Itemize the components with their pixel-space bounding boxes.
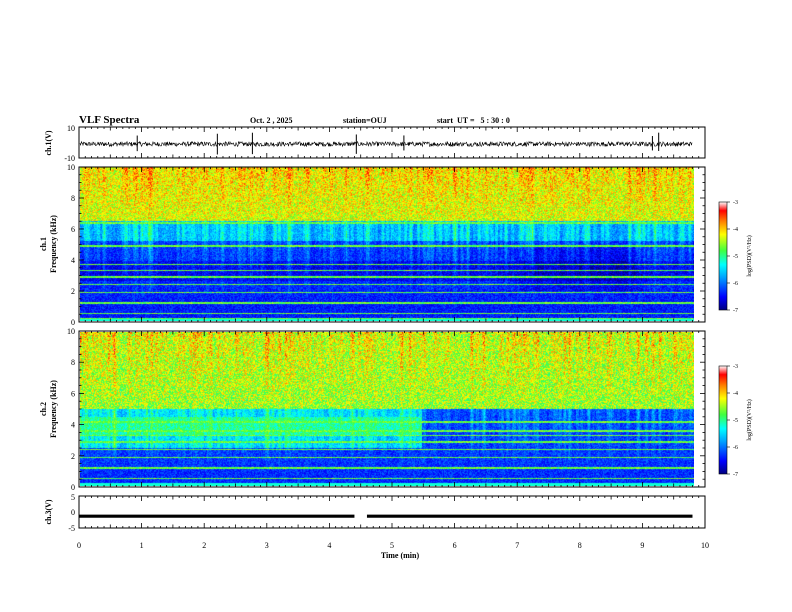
y-tick-label: 8 bbox=[71, 358, 75, 367]
ch1-spec-ylabel-ch: ch.1 bbox=[39, 237, 48, 251]
y-tick-label: 2 bbox=[71, 452, 75, 461]
y-tick-label: 4 bbox=[71, 421, 75, 430]
y-tick-label: 6 bbox=[71, 225, 75, 234]
colorbar-tick-label: -7 bbox=[733, 472, 738, 478]
x-tick-label: 0 bbox=[77, 541, 81, 550]
figure-title: VLF Spectra bbox=[79, 114, 140, 126]
ch2-spectrogram-panel: 0 2 4 6 8 10 ch.2 Frequency (kHz) bbox=[39, 327, 706, 492]
ch2-colorbar-ticks: -3 -4 -5 -6 -7 bbox=[727, 364, 738, 478]
ch2-spec-ylabel-ch: ch.2 bbox=[39, 402, 48, 416]
colorbar-tick-label: -3 bbox=[733, 200, 738, 206]
colorbar-tick-label: -5 bbox=[733, 254, 738, 260]
x-tick-label: 9 bbox=[640, 541, 644, 550]
x-tick-label: 1 bbox=[140, 541, 144, 550]
x-tick-label: 3 bbox=[265, 541, 269, 550]
y-tick-label: 0 bbox=[71, 318, 75, 327]
colorbar-tick-label: -5 bbox=[733, 418, 738, 424]
start-ut-label: start UT = 5 : 30 : 0 bbox=[437, 116, 510, 125]
x-tick-label: 2 bbox=[202, 541, 206, 550]
ch1-waveform-panel: 10 -10 ch.1(V) bbox=[44, 124, 706, 163]
y-tick-label: 4 bbox=[71, 256, 75, 265]
y-tick-label: 6 bbox=[71, 389, 75, 398]
x-tick-label: 10 bbox=[701, 541, 709, 550]
x-tick-label: 5 bbox=[390, 541, 394, 550]
time-axis-ticks bbox=[78, 127, 706, 528]
time-axis-labels: 0 1 2 3 4 5 6 7 8 9 10 bbox=[77, 541, 709, 550]
ch2-colorbar: -3 -4 -5 -6 -7 log(PSD)(V²/Hz) bbox=[718, 364, 753, 478]
ch1-colorbar-ticks: -3 -4 -5 -6 -7 bbox=[727, 200, 738, 314]
ch3-waveform-panel: 5 0 -5 ch.3(V) bbox=[44, 493, 706, 533]
ch2-spectrogram-image bbox=[80, 332, 694, 486]
ch1-colorbar: -3 -4 -5 -6 -7 log(PSD)(V²/Hz) bbox=[718, 200, 753, 314]
ch1-spectrogram-image bbox=[80, 167, 694, 321]
colorbar-tick-label: -3 bbox=[733, 364, 738, 370]
y-tick-label: 10 bbox=[67, 327, 75, 336]
ch2-yticks: 0 2 4 6 8 10 bbox=[67, 327, 705, 492]
x-tick-label: 6 bbox=[453, 541, 457, 550]
time-axis-label: Time (min) bbox=[381, 551, 420, 560]
ch3-ylabel: ch.3(V) bbox=[44, 499, 53, 524]
ch1-ytick-bottom: -10 bbox=[64, 154, 75, 163]
ch1-yticks: 0 2 4 6 8 10 bbox=[67, 163, 705, 327]
colorbar-tick-label: -7 bbox=[733, 308, 738, 314]
colorbar-tick-label: -6 bbox=[733, 281, 738, 287]
ch3-ytick-mid: 0 bbox=[71, 508, 75, 517]
ch1-spikes bbox=[136, 132, 660, 155]
ch1-colorbar-label: log(PSD)(V²/Hz) bbox=[746, 235, 753, 276]
colorbar-tick-label: -4 bbox=[733, 391, 738, 397]
y-tick-label: 2 bbox=[71, 287, 75, 296]
y-tick-label: 10 bbox=[67, 163, 75, 172]
y-tick-label: 0 bbox=[71, 483, 75, 492]
x-tick-label: 4 bbox=[327, 541, 331, 550]
date-label: Oct. 2 , 2025 bbox=[250, 116, 292, 125]
colorbar-tick-label: -6 bbox=[733, 445, 738, 451]
ch3-ytick-top: 5 bbox=[71, 493, 75, 502]
x-tick-label: 8 bbox=[578, 541, 582, 550]
ch1-ylabel: ch.1(V) bbox=[44, 130, 53, 155]
ch1-spectrogram-panel: 0 2 4 6 8 10 ch.1 Frequency (kHz) bbox=[39, 163, 706, 327]
y-tick-label: 8 bbox=[71, 194, 75, 203]
ch1-ytick-top: 10 bbox=[67, 124, 75, 133]
ch2-spec-ylabel-freq: Frequency (kHz) bbox=[49, 380, 58, 438]
x-tick-label: 7 bbox=[515, 541, 519, 550]
ch1-spec-ylabel-freq: Frequency (kHz) bbox=[49, 215, 58, 273]
station-label: station=OUJ bbox=[343, 116, 387, 125]
ch3-ytick-bottom: -5 bbox=[68, 524, 75, 533]
colorbar-tick-label: -4 bbox=[733, 227, 738, 233]
ch2-colorbar-label: log(PSD)(V²/Hz) bbox=[746, 399, 753, 440]
ch1-waveform-trace bbox=[79, 140, 693, 148]
